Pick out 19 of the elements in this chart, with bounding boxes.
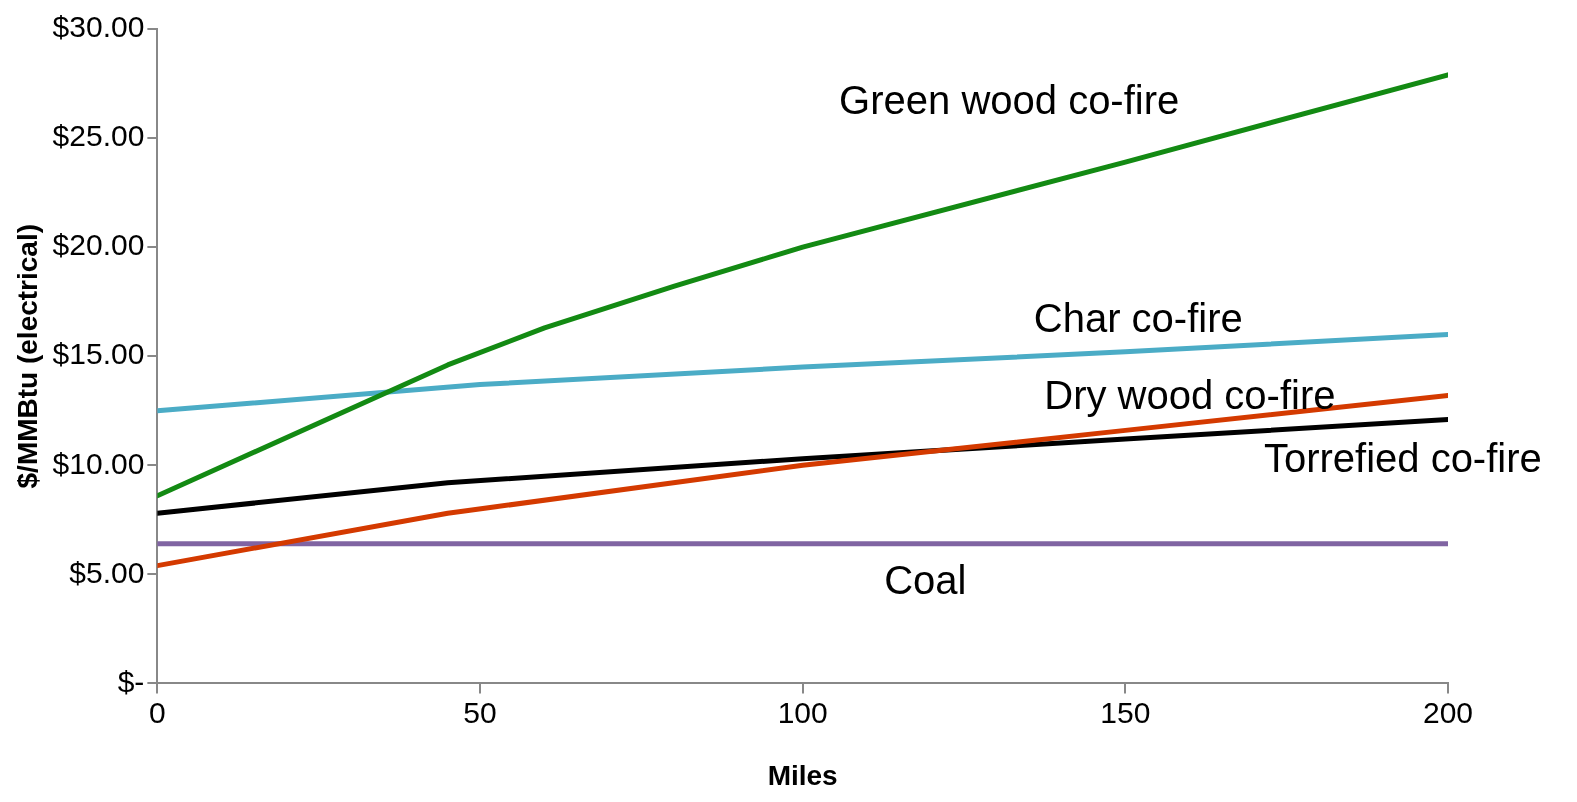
x-tick-label: 200: [1422, 695, 1474, 729]
y-tick-label: $25.00: [52, 119, 145, 153]
x-tick-label: 0: [149, 695, 166, 729]
series-label: Green wood co-fire: [839, 78, 1180, 123]
x-axis-title: Miles: [767, 759, 838, 791]
series-label: Torrefied co-fire: [1263, 435, 1542, 480]
y-tick-label: $5.00: [69, 555, 145, 589]
y-tick-label: $-: [117, 664, 145, 698]
y-axis-title: $/MMBtu (electrical): [11, 223, 43, 489]
x-tick-label: 50: [463, 695, 497, 729]
y-tick-label: $20.00: [52, 228, 145, 262]
x-tick-label: 100: [777, 695, 828, 729]
series-label: Char co-fire: [1033, 296, 1243, 341]
x-tick-label: 150: [1100, 695, 1151, 729]
series-label: Dry wood co-fire: [1044, 372, 1336, 417]
y-tick-label: $30.00: [52, 10, 145, 44]
y-tick-label: $15.00: [52, 337, 145, 371]
series-label: Coal: [884, 558, 967, 603]
y-tick-label: $10.00: [52, 446, 145, 480]
